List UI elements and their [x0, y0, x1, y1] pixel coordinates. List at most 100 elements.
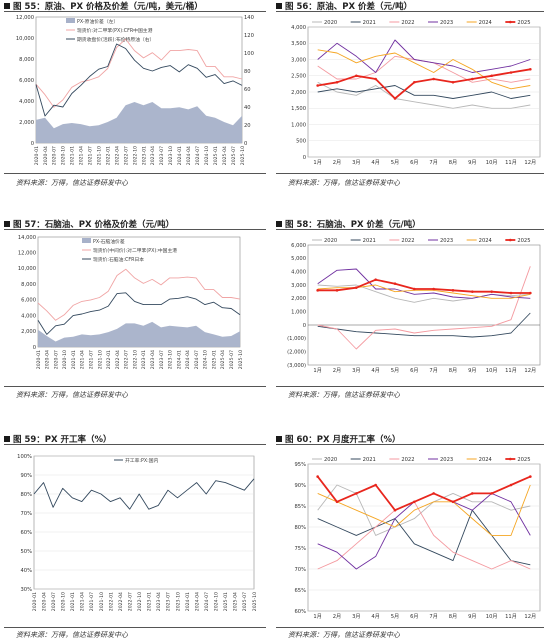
y-tick-label: 85% [294, 504, 306, 510]
series-point [432, 492, 435, 495]
x-tick-label: 10月 [486, 613, 498, 620]
x-tick-label: 2021-01 [71, 350, 77, 369]
x-tick-label: 2020-04 [41, 592, 47, 611]
x-tick-label: 7月 [429, 613, 438, 620]
y-tick-label: 4,000 [291, 269, 306, 275]
x-tick-label: 2025-04 [222, 146, 228, 165]
x-tick-label: 9月 [468, 159, 477, 166]
panel-56: 图 56：原油、PX 价差（元/吨） 0 500 1,000 1,500 2,000 2,… [276, 0, 544, 200]
x-tick-label: 2022-01 [108, 592, 114, 611]
y-right-tick-label: 0 [244, 141, 247, 147]
y-tick-label: (1,000) [287, 336, 306, 342]
y-tick-label: 1,000 [291, 122, 306, 128]
x-tick-label: 2023-01 [141, 146, 147, 165]
series-point [529, 291, 532, 295]
plot-frame [307, 463, 541, 612]
x-tick-label: 1月 [313, 613, 322, 620]
chart-56: 0 500 1,000 1,500 2,000 2,500 3,000 3,500 4,000 1… [291, 20, 541, 166]
series-point [335, 289, 339, 292]
x-tick-label: 8月 [449, 159, 458, 166]
line-series-1 [317, 85, 531, 99]
x-tick-label: 4月 [371, 159, 380, 166]
legend-label: 开工率:PX:国内 [125, 457, 159, 464]
legend-label: 现货价:石脑油:CFR日本 [93, 256, 144, 263]
x-tick-label: 2020-07 [51, 592, 57, 611]
x-tick-label: 2023-04 [156, 592, 162, 611]
series-point [355, 286, 358, 289]
x-tick-label: 2025-07 [229, 350, 235, 369]
panel-60: 图 60：PX 月度开工率（%） 60% 65% 70% 75% 80% 85% 90% 95… [276, 433, 544, 642]
series-point [413, 500, 416, 504]
x-tick-label: 2023-07 [159, 146, 165, 165]
x-tick-label: 2024-10 [214, 592, 220, 611]
x-tick-label: 5月 [391, 613, 400, 620]
legend-label: 2025 [517, 457, 530, 463]
panel-55: 图 55：原油、PX 价格及价差（元/吨，美元/桶） 0 2,000 4,000 6,… [4, 0, 266, 200]
x-tick-label: 2025-01 [213, 146, 219, 165]
x-tick-label: 4月 [371, 367, 380, 374]
y-tick-label: 0 [303, 323, 306, 329]
series-point [374, 483, 377, 487]
panel-title: 图 55：原油、PX 价格及价差（元/吨，美元/桶） [4, 0, 203, 12]
y-tick-label: 3,500 [291, 41, 306, 47]
x-tick-label: 2023-10 [175, 592, 181, 611]
y-tick-label: 75% [294, 546, 306, 552]
series-point [393, 282, 397, 285]
x-tick-label: 2020-10 [61, 146, 67, 165]
series-point [509, 71, 513, 74]
x-tick-label: 3月 [352, 367, 361, 374]
legend-label: 2023 [440, 238, 453, 244]
bottom-rule [4, 627, 266, 628]
legend-label: 2022 [401, 457, 414, 463]
x-tick-label: 7月 [429, 367, 438, 374]
x-tick-label: 3月 [352, 159, 361, 166]
x-tick-label: 2023-04 [150, 146, 156, 165]
title-rule [4, 11, 266, 12]
line-series-4 [317, 484, 531, 536]
y-tick-label: 100% [17, 454, 32, 460]
y-tick-label: 10,000 [16, 36, 34, 42]
legend-swatch [82, 238, 91, 243]
y-right-tick-label: 60 [244, 87, 251, 93]
panel-title: 图 56：原油、PX 价差（元/吨） [276, 0, 412, 12]
x-tick-label: 2020-07 [53, 350, 59, 369]
series-point [490, 492, 493, 495]
y-right-tick-label: 80 [244, 69, 251, 75]
legend-label: PX-原油价差（左） [77, 18, 118, 25]
x-tick-label: 2021-10 [96, 146, 102, 165]
legend-label: 2022 [401, 238, 414, 244]
y-tick-label: 90% [20, 473, 32, 479]
x-tick-label: 2024-10 [204, 146, 210, 165]
line-series-2 [37, 292, 241, 335]
y-tick-label: 14,000 [18, 235, 36, 241]
line-series-1 [35, 38, 243, 108]
line-series-4 [317, 49, 531, 90]
series-point [471, 290, 474, 293]
chart-58: (3,000) (2,000) (1,000) 0 1,000 2,000 3,000 4,0… [287, 238, 541, 374]
y-tick-label: 500 [296, 139, 306, 145]
y-tick-label: 3,000 [291, 283, 306, 289]
line-series-5 [317, 68, 531, 100]
y-tick-label: 8,000 [21, 282, 36, 288]
series-point [451, 500, 455, 504]
x-tick-label: 2021-01 [70, 592, 76, 611]
x-tick-label: 2024-01 [185, 592, 191, 611]
y-tick-label: 4,000 [291, 25, 306, 31]
source-note: 资料来源：万得，信达证券研发中心 [288, 391, 400, 399]
x-tick-label: 2022-07 [124, 350, 130, 369]
x-tick-label: 2021-07 [88, 350, 94, 369]
x-tick-label: 9月 [468, 367, 477, 374]
legend-label: 2021 [363, 20, 376, 26]
series-point [355, 492, 358, 495]
x-tick-label: 2021-07 [88, 146, 94, 165]
x-tick-label: 2025-10 [252, 592, 258, 611]
y-tick-label: 4,000 [19, 99, 34, 105]
line-series-0 [317, 81, 531, 109]
legend-label: 2024 [479, 238, 493, 244]
x-tick-label: 6月 [410, 159, 419, 166]
x-tick-label: 2024-01 [176, 350, 182, 369]
y-tick-label: 30% [20, 587, 32, 593]
plot-frame [307, 244, 541, 366]
legend-label: 2025 [517, 20, 530, 26]
legend-label: 2023 [440, 20, 453, 26]
